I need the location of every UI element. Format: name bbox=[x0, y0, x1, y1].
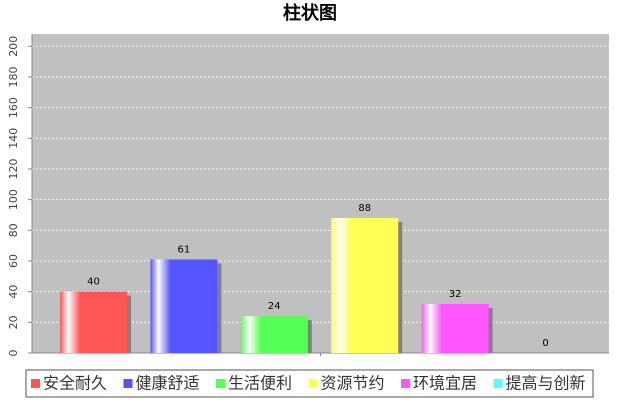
value-label: 88 bbox=[358, 203, 371, 214]
y-tick-label: 140 bbox=[7, 128, 20, 149]
legend-label: 资源节约 bbox=[321, 374, 385, 393]
legend-label: 安全耐久 bbox=[43, 374, 107, 393]
legend-label: 健康舒适 bbox=[136, 374, 200, 393]
y-tick-label: 0 bbox=[7, 350, 20, 357]
legend-swatch bbox=[401, 379, 410, 388]
y-tick-label: 100 bbox=[7, 189, 20, 210]
legend-swatch bbox=[493, 379, 503, 388]
y-tick-label: 40 bbox=[7, 285, 20, 299]
value-label: 61 bbox=[178, 244, 191, 255]
legend-swatch bbox=[31, 379, 40, 388]
y-tick-label: 120 bbox=[7, 158, 20, 179]
y-tick-label: 80 bbox=[7, 223, 20, 237]
value-label: 32 bbox=[449, 289, 462, 300]
y-tick-label: 200 bbox=[7, 36, 20, 57]
value-label: 0 bbox=[542, 338, 548, 349]
bar bbox=[60, 291, 127, 353]
legend-label: 生活便利 bbox=[228, 374, 292, 393]
legend-swatch bbox=[216, 379, 225, 388]
value-label: 40 bbox=[87, 277, 100, 288]
legend-label: 环境宜居 bbox=[413, 374, 477, 393]
bar bbox=[421, 303, 489, 353]
legend-swatch bbox=[123, 379, 133, 388]
chart-title: 柱状图 bbox=[283, 2, 337, 24]
y-tick-label: 60 bbox=[7, 254, 20, 268]
y-tick-label: 180 bbox=[7, 66, 20, 87]
bar bbox=[150, 259, 218, 353]
y-tick-label: 160 bbox=[7, 97, 20, 118]
bar bbox=[240, 316, 308, 353]
y-tick-label: 20 bbox=[7, 315, 20, 329]
value-label: 24 bbox=[268, 301, 281, 312]
legend-label: 提高与创新 bbox=[506, 374, 586, 393]
legend-swatch bbox=[308, 379, 318, 388]
bar bbox=[331, 218, 399, 353]
